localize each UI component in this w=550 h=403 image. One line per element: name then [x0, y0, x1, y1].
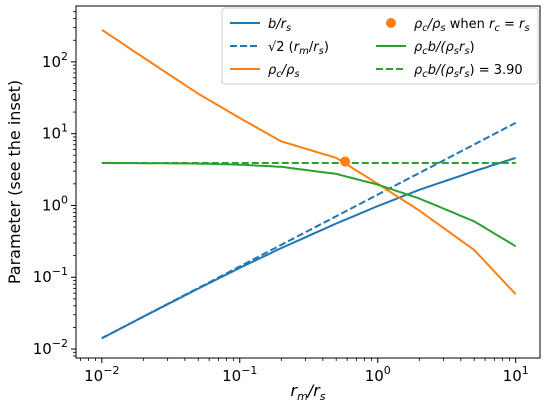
y-tick-label-0: 10−2	[33, 337, 68, 358]
legend-label-3: ρc/ρs when rc = rs	[414, 17, 530, 34]
legend-label-2: ρc/ρs	[268, 63, 300, 80]
x-tick-label-1: 10−1	[222, 364, 257, 385]
ticks-layer: 10−2 10−1 100 101 10−2 10−1 100 101 102	[33, 11, 529, 385]
x-tick-label-3: 101	[503, 364, 529, 385]
plot-frame	[75, 5, 541, 359]
legend-swatch-3	[386, 18, 396, 28]
y-tick-label-4: 102	[42, 50, 68, 71]
x-tick-label-2: 100	[365, 364, 391, 385]
series-line-2	[101, 28, 517, 295]
series-line-1	[101, 122, 517, 340]
legend-label-5: ρcb/(ρsrs) = 3.90	[414, 63, 523, 80]
legend: b/rs √2 (rm/rs) ρc/ρs ρc/ρs when rc = rs ρcb…	[221, 7, 539, 85]
series-line-0	[101, 156, 516, 340]
y-axis-label: Parameter (see the inset)	[5, 80, 24, 284]
points-layer	[340, 156, 351, 167]
y-tick-label-2: 100	[42, 193, 68, 214]
y-tick-label-3: 101	[42, 122, 68, 143]
legend-label-1: √2 (rm/rs)	[268, 40, 329, 57]
data-point-0	[340, 156, 351, 167]
series-line-3	[101, 162, 517, 248]
legend-label-0: b/rs	[268, 17, 291, 34]
x-tick-label-0: 10−2	[84, 364, 119, 385]
x-axis-label: rm/rs	[291, 381, 326, 403]
y-tick-label-1: 10−1	[33, 265, 68, 286]
legend-label-4: ρcb/(ρsrs)	[414, 40, 475, 57]
series-layer	[101, 28, 517, 340]
